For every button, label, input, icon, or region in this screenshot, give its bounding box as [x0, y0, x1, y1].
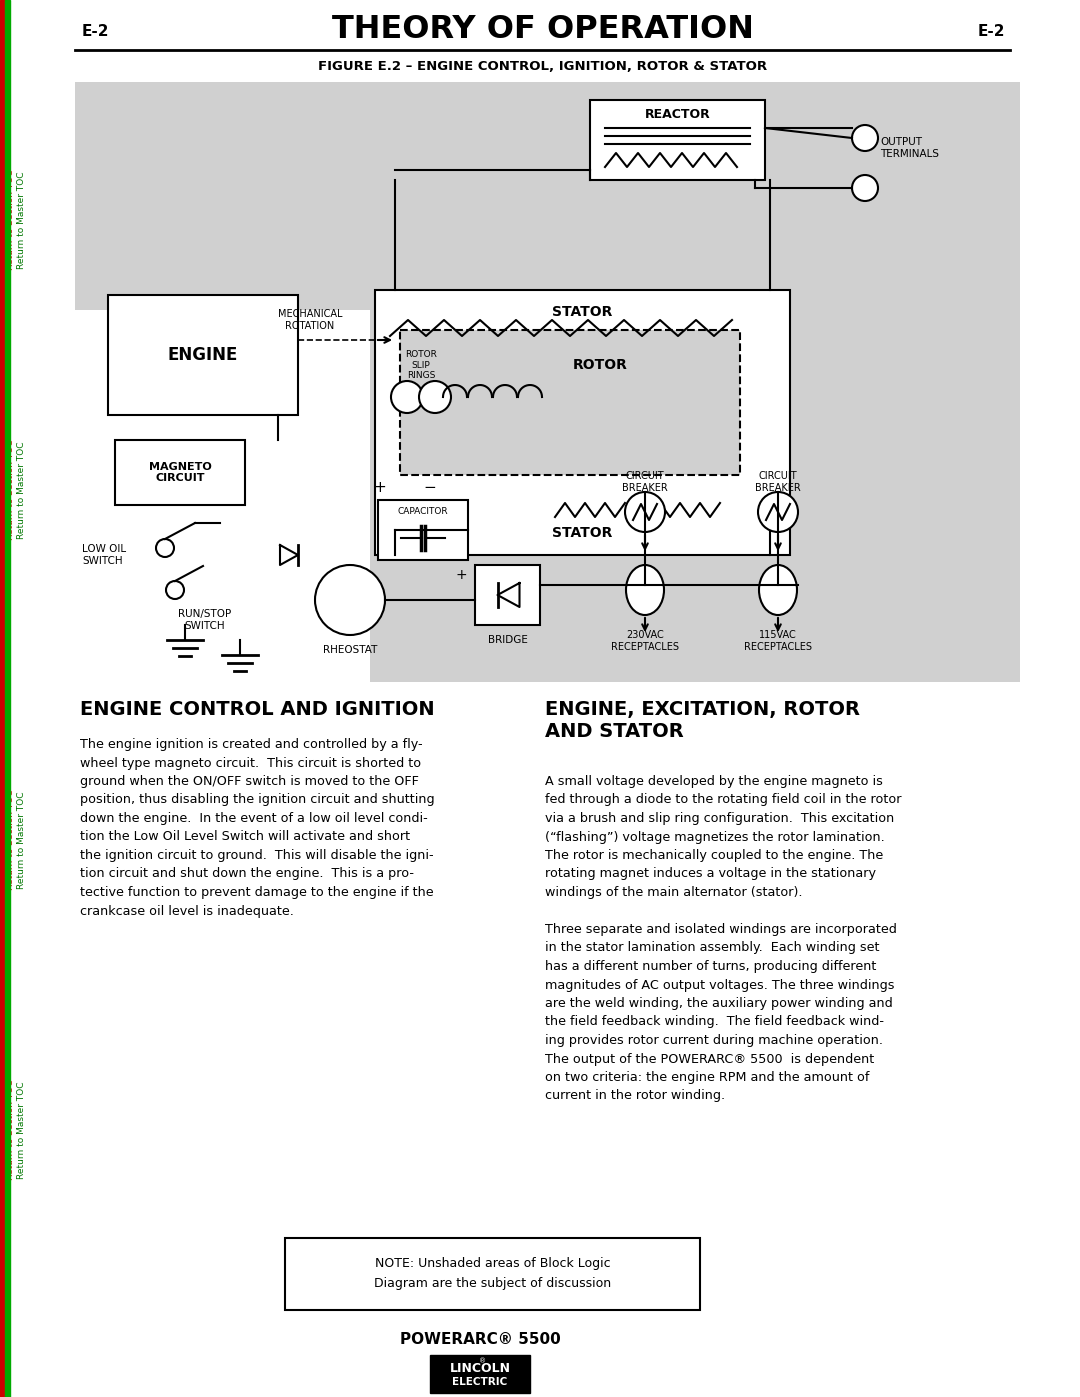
Bar [400, 330, 740, 475]
Text: Return to Master TOC: Return to Master TOC [17, 172, 27, 268]
Text: REACTOR: REACTOR [645, 108, 711, 120]
Bar [430, 1355, 530, 1393]
Text: BRIDGE: BRIDGE [487, 636, 527, 645]
Text: MAGNETO
CIRCUIT: MAGNETO CIRCUIT [149, 461, 212, 483]
Text: RHEOSTAT: RHEOSTAT [323, 645, 377, 655]
Text: CAPACITOR: CAPACITOR [397, 507, 448, 517]
Text: STATOR: STATOR [552, 527, 612, 541]
Circle shape [315, 564, 384, 636]
Text: 230VAC
RECEPTACLES: 230VAC RECEPTACLES [611, 630, 679, 651]
Text: The engine ignition is created and controlled by a fly-
wheel type magneto circu: The engine ignition is created and contr… [80, 738, 434, 918]
Text: Return to Master TOC: Return to Master TOC [17, 1081, 27, 1179]
Circle shape [758, 492, 798, 532]
Text: Return to Master TOC: Return to Master TOC [17, 791, 27, 888]
Circle shape [166, 581, 184, 599]
Text: ROTOR: ROTOR [572, 358, 627, 372]
Text: A small voltage developed by the engine magneto is
fed through a diode to the ro: A small voltage developed by the engine … [545, 775, 902, 1102]
Circle shape [625, 492, 665, 532]
Text: POWERARC® 5500: POWERARC® 5500 [400, 1333, 561, 1348]
Text: +: + [374, 481, 387, 496]
Text: Return to Section TOC: Return to Section TOC [6, 789, 15, 890]
Text: RUN/STOP
SWITCH: RUN/STOP SWITCH [178, 609, 231, 631]
Text: Return to Section TOC: Return to Section TOC [6, 1080, 15, 1180]
Text: THEORY OF OPERATION: THEORY OF OPERATION [332, 14, 754, 46]
Bar [75, 310, 370, 682]
Text: LOW OIL
SWITCH: LOW OIL SWITCH [82, 545, 126, 566]
Text: STATOR: STATOR [552, 305, 612, 319]
Bar [285, 1238, 700, 1310]
Text: CIRCUIT
BREAKER: CIRCUIT BREAKER [622, 471, 667, 493]
Bar [375, 291, 789, 555]
Ellipse shape [626, 564, 664, 615]
Text: −: − [423, 481, 436, 496]
Circle shape [852, 175, 878, 201]
Text: OUTPUT
TERMINALS: OUTPUT TERMINALS [880, 137, 939, 159]
Text: E-2: E-2 [82, 25, 109, 39]
Text: NOTE: Unshaded areas of Block Logic
Diagram are the subject of discussion: NOTE: Unshaded areas of Block Logic Diag… [374, 1257, 611, 1291]
Text: MECHANICAL
ROTATION: MECHANICAL ROTATION [278, 309, 342, 331]
Text: Return to Section TOC: Return to Section TOC [6, 170, 15, 270]
Text: Return to Section TOC: Return to Section TOC [6, 440, 15, 541]
Ellipse shape [759, 564, 797, 615]
Text: E-2: E-2 [977, 25, 1005, 39]
Bar [114, 440, 245, 504]
Bar [0, 0, 5, 1397]
Text: FIGURE E.2 – ENGINE CONTROL, IGNITION, ROTOR & STATOR: FIGURE E.2 – ENGINE CONTROL, IGNITION, R… [319, 60, 768, 74]
Bar [5, 0, 10, 1397]
Text: ELECTRIC: ELECTRIC [453, 1377, 508, 1387]
Text: CIRCUIT
BREAKER: CIRCUIT BREAKER [755, 471, 801, 493]
Text: ENGINE CONTROL AND IGNITION: ENGINE CONTROL AND IGNITION [80, 700, 434, 719]
Circle shape [852, 124, 878, 151]
Text: ®: ® [480, 1358, 487, 1363]
Text: Return to Master TOC: Return to Master TOC [17, 441, 27, 539]
Circle shape [156, 539, 174, 557]
Bar [75, 82, 1020, 682]
Circle shape [391, 381, 423, 414]
Bar [378, 500, 468, 560]
Text: ENGINE, EXCITATION, ROTOR
AND STATOR: ENGINE, EXCITATION, ROTOR AND STATOR [545, 700, 860, 740]
Text: ROTOR
SLIP
RINGS: ROTOR SLIP RINGS [405, 351, 437, 380]
Text: −: − [502, 548, 513, 562]
Circle shape [419, 381, 451, 414]
Text: 115VAC
RECEPTACLES: 115VAC RECEPTACLES [744, 630, 812, 651]
Text: ENGINE: ENGINE [167, 346, 239, 365]
Bar [108, 295, 298, 415]
Bar [475, 564, 540, 624]
Text: LINCOLN: LINCOLN [449, 1362, 511, 1376]
Text: +: + [455, 569, 467, 583]
Bar [590, 101, 765, 180]
